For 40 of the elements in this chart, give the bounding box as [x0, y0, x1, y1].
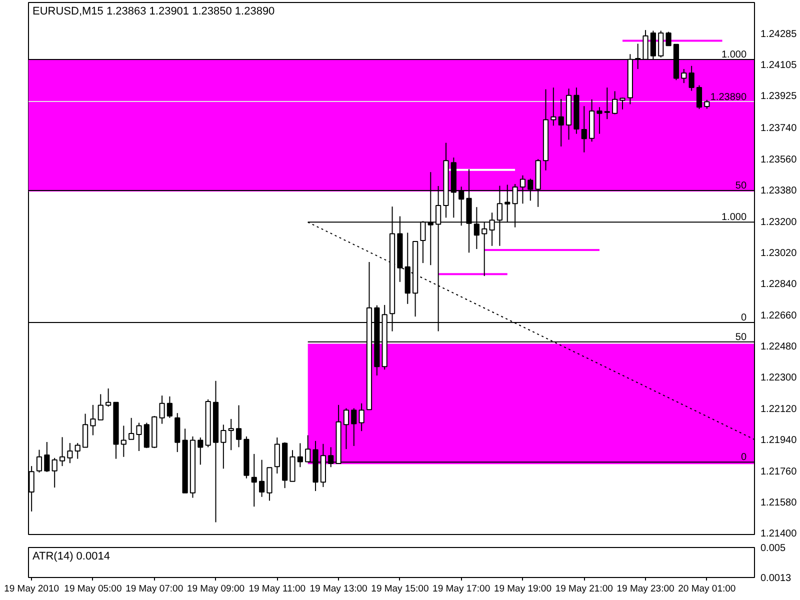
y-tick-label: 1.23200	[760, 216, 798, 228]
ref-line-label: 1.23890	[710, 92, 747, 103]
y-tick-label: 1.21400	[760, 528, 798, 540]
annotation: 1.000	[721, 49, 747, 60]
chart-title: EURUSD,M15 1.23863 1.23901 1.23850 1.23890	[32, 6, 275, 18]
y-tick-label: 1.22300	[760, 372, 798, 384]
y-tick-label: 1.21580	[760, 497, 798, 508]
y-tick-label: 1.22660	[760, 310, 798, 322]
annotation: 1.000	[721, 212, 747, 224]
y-tick-label: 1.23020	[760, 248, 798, 259]
y-tick-label: 0.005	[760, 543, 786, 554]
x-tick-label: 19 May 11:00	[248, 584, 306, 594]
x-tick-label: 19 May 2010	[4, 584, 60, 594]
y-tick-label: 1.21940	[760, 435, 798, 446]
x-tick-label: 19 May 09:00	[186, 584, 245, 594]
y-tick-label: 1.22840	[760, 279, 798, 290]
annotation: 0	[740, 452, 747, 464]
y-tick-label: 1.21760	[760, 466, 798, 478]
y-tick-label: 1.24105	[760, 60, 798, 72]
x-tick-label: 19 May 13:00	[310, 584, 368, 594]
annotation: 0	[740, 312, 747, 324]
annotation: 50	[735, 180, 747, 192]
y-tick-label: 1.23740	[760, 123, 798, 134]
y-tick-label: 1.22480	[760, 342, 798, 353]
y-tick-label: 1.23380	[760, 186, 798, 197]
x-tick-label: 19 May 23:00	[616, 584, 674, 594]
x-tick-label: 19 May 21:00	[555, 584, 613, 594]
chart-title: ATR(14) 0.0014	[32, 550, 110, 562]
y-tick-label: 1.23560	[760, 154, 798, 166]
y-tick-label: 1.22120	[760, 404, 798, 415]
annotation: 50	[735, 332, 747, 343]
y-tick-label: 1.23925	[760, 91, 798, 102]
x-tick-label: 19 May 05:00	[64, 584, 122, 594]
x-tick-label: 19 May 19:00	[494, 584, 552, 594]
x-tick-label: 19 May 17:00	[432, 584, 490, 594]
x-tick-label: 19 May 15:00	[371, 584, 429, 594]
y-tick-label: 0.0013	[760, 573, 792, 584]
x-tick-label: 20 May 01:00	[678, 584, 736, 594]
x-tick-label: 19 May 07:00	[126, 584, 184, 594]
y-tick-label: 1.24285	[760, 28, 798, 40]
